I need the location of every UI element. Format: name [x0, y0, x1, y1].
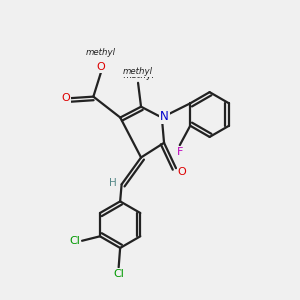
Text: methyl: methyl	[122, 71, 154, 80]
Text: O: O	[61, 93, 70, 103]
Text: H: H	[109, 178, 116, 188]
Text: methyl: methyl	[123, 67, 153, 76]
Text: methyl: methyl	[86, 48, 116, 57]
Text: O: O	[97, 62, 105, 72]
Text: F: F	[177, 147, 183, 157]
Text: N: N	[160, 110, 169, 123]
Text: Cl: Cl	[113, 269, 124, 279]
Text: Cl: Cl	[69, 236, 80, 246]
Text: O: O	[178, 167, 186, 177]
